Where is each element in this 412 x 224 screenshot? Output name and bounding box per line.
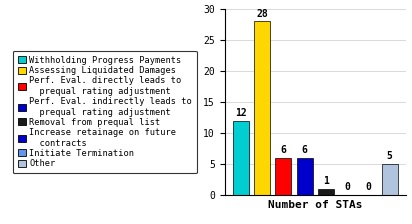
Bar — [297, 158, 313, 195]
Text: 0: 0 — [365, 182, 371, 192]
Text: 6: 6 — [302, 145, 307, 155]
Bar — [318, 189, 334, 195]
Text: 1: 1 — [323, 176, 329, 186]
Bar — [275, 158, 291, 195]
Text: 5: 5 — [387, 151, 393, 162]
Text: 28: 28 — [256, 9, 268, 19]
Bar — [382, 164, 398, 195]
Text: 6: 6 — [280, 145, 286, 155]
Bar — [233, 121, 249, 195]
Legend: Withholding Progress Payments, Assessing Liquidated Damages, Perf. Eval. directl: Withholding Progress Payments, Assessing… — [13, 51, 197, 173]
Bar — [254, 21, 270, 195]
Text: 12: 12 — [235, 108, 247, 118]
Text: 0: 0 — [344, 182, 350, 192]
X-axis label: Number of STAs: Number of STAs — [268, 200, 363, 210]
